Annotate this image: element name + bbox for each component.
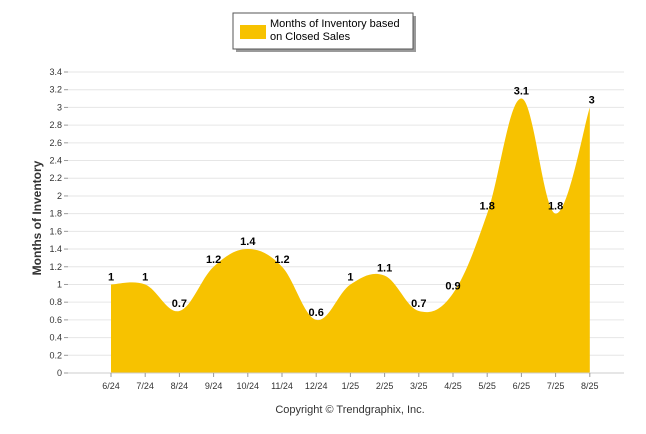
y-tick-label: 2.2 xyxy=(49,173,62,183)
x-axis-ticks: 6/24 7/24 8/24 9/24 10/24 11/24 12/24 1/25 2/25 3… xyxy=(102,373,599,391)
y-tick-label: 0.4 xyxy=(49,333,62,343)
x-tick-label: 4/25 xyxy=(444,381,462,391)
y-tick-label: 3 xyxy=(57,102,62,112)
y-tick-label: 1.8 xyxy=(49,209,62,219)
data-label: 0.6 xyxy=(309,307,324,319)
x-tick-label: 9/24 xyxy=(205,381,223,391)
data-label: 1 xyxy=(347,271,353,283)
y-tick-label: 1 xyxy=(57,279,62,289)
data-label: 1.8 xyxy=(548,201,563,213)
data-label: 1.8 xyxy=(480,201,495,213)
legend-label-line1: Months of Inventory based xyxy=(270,18,400,30)
y-tick-label: 0 xyxy=(57,368,62,378)
data-label: 3 xyxy=(589,94,595,106)
y-axis-title: Months of Inventory xyxy=(30,160,44,275)
data-label: 1.2 xyxy=(274,254,289,266)
y-tick-label: 2.6 xyxy=(49,138,62,148)
x-tick-label: 12/24 xyxy=(305,381,328,391)
data-label: 1.1 xyxy=(377,263,392,275)
y-tick-label: 1.4 xyxy=(49,244,62,254)
y-tick-label: 0.8 xyxy=(49,297,62,307)
data-labels: 1 1 0.7 1.2 1.4 1.2 0.6 1 1.1 0.7 0.9 1.8 3.1 1.8 3 xyxy=(108,86,595,319)
y-tick-label: 2 xyxy=(57,191,62,201)
legend-label-line2: on Closed Sales xyxy=(270,31,351,43)
data-label: 1 xyxy=(142,271,148,283)
data-label: 1.2 xyxy=(206,254,221,266)
x-tick-label: 7/25 xyxy=(547,381,565,391)
x-tick-label: 2/25 xyxy=(376,381,394,391)
y-tick-label: 1.2 xyxy=(49,262,62,272)
x-tick-label: 11/24 xyxy=(271,381,293,391)
y-tick-label: 0.6 xyxy=(49,315,62,325)
copyright-credit: Copyright © Trendgraphix, Inc. xyxy=(275,404,424,416)
x-tick-label: 6/25 xyxy=(513,381,531,391)
x-tick-label: 7/24 xyxy=(136,381,154,391)
data-label: 1.4 xyxy=(240,236,256,248)
y-tick-label: 3.4 xyxy=(49,67,62,77)
x-tick-label: 8/24 xyxy=(171,381,189,391)
x-tick-label: 5/25 xyxy=(478,381,496,391)
legend: Months of Inventory based on Closed Sale… xyxy=(232,12,416,52)
x-tick-label: 10/24 xyxy=(237,381,260,391)
x-tick-label: 3/25 xyxy=(410,381,428,391)
data-label: 0.9 xyxy=(445,280,460,292)
y-tick-label: 1.6 xyxy=(49,226,62,236)
y-tick-label: 2.8 xyxy=(49,120,62,130)
x-tick-label: 1/25 xyxy=(342,381,360,391)
legend-swatch xyxy=(240,25,266,39)
y-axis-ticks: 0 0.2 0.4 0.6 0.8 1 1.2 1.4 1.6 1.8 2 2.2 2.4 2.6 2.8 3… xyxy=(49,67,68,378)
data-label: 0.7 xyxy=(172,298,187,310)
series-area xyxy=(111,98,590,373)
y-tick-label: 0.2 xyxy=(49,350,62,360)
y-tick-label: 3.2 xyxy=(49,85,62,95)
x-tick-label: 6/24 xyxy=(102,381,120,391)
data-label: 1 xyxy=(108,271,114,283)
x-tick-label: 8/25 xyxy=(581,381,599,391)
data-label: 0.7 xyxy=(411,298,426,310)
data-label: 3.1 xyxy=(514,86,529,98)
y-tick-label: 2.4 xyxy=(49,156,62,166)
